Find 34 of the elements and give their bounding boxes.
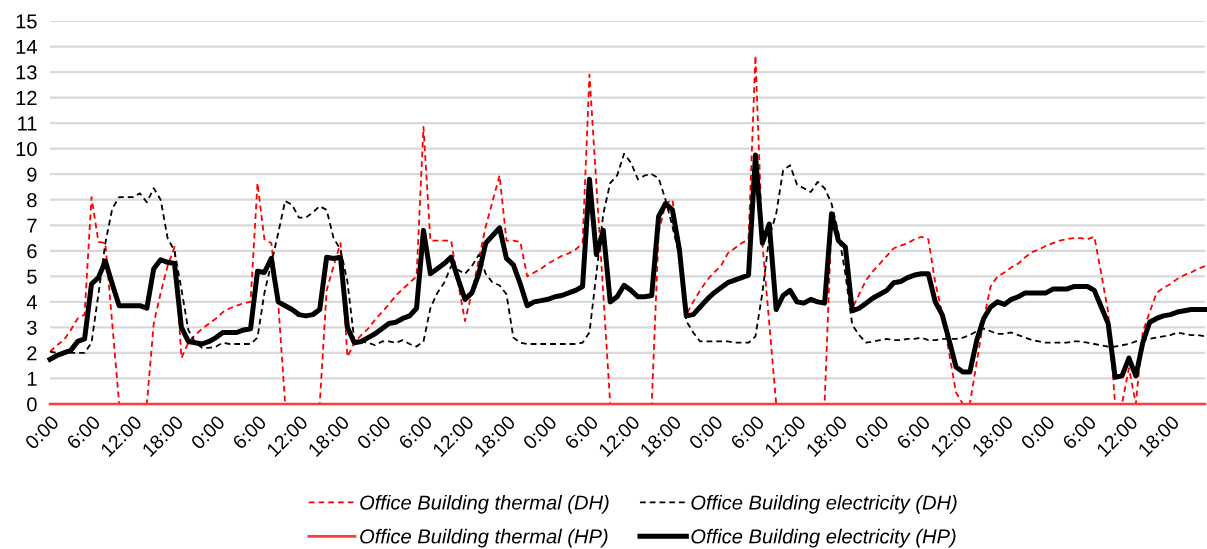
x-tick-label: 6:00 xyxy=(563,414,600,450)
legend-label: Office Building thermal (HP) xyxy=(360,528,608,548)
y-tick-label: 9 xyxy=(27,167,37,182)
x-tick-label: 0:00 xyxy=(190,414,226,451)
y-tick-label: 3 xyxy=(27,320,37,335)
y-tick-label: 1 xyxy=(27,371,37,386)
y-tick-label: 14 xyxy=(16,39,37,54)
x-tick-label: 6:00 xyxy=(895,414,931,450)
legend-label: Office Building electricity (HP) xyxy=(691,528,956,548)
x-tick-label: 6:00 xyxy=(65,414,102,450)
y-tick-label: 0 xyxy=(27,397,37,412)
x-tick-label: 6:00 xyxy=(1061,414,1097,450)
y-tick-label: 5 xyxy=(27,269,37,284)
x-tick-label: 0:00 xyxy=(356,414,392,451)
y-tick-label: 13 xyxy=(16,65,37,80)
y-tick-label: 7 xyxy=(27,218,37,233)
x-tick-label: 0:00 xyxy=(1020,414,1056,451)
y-tick-label: 15 xyxy=(16,14,37,29)
legend-label: Office Building thermal (DH) xyxy=(360,494,609,514)
y-tick-label: 4 xyxy=(26,295,37,310)
x-tick-label: 0:00 xyxy=(24,414,60,451)
x-tick-label: 0:00 xyxy=(854,414,890,451)
x-tick-label: 0:00 xyxy=(522,414,558,451)
legend-label: Office Building electricity (DH) xyxy=(691,494,957,514)
y-tick-label: 2 xyxy=(27,346,37,361)
y-tick-label: 6 xyxy=(27,244,37,259)
y-tick-label: 10 xyxy=(16,141,37,157)
x-tick-label: 6:00 xyxy=(231,414,268,450)
y-tick-label: 12 xyxy=(16,90,37,105)
x-tick-label: 6:00 xyxy=(729,414,766,450)
y-tick-label: 11 xyxy=(18,116,37,131)
x-tick-label: 6:00 xyxy=(397,414,434,450)
x-tick-label: 0:00 xyxy=(688,414,724,451)
y-tick-label: 8 xyxy=(27,192,37,208)
